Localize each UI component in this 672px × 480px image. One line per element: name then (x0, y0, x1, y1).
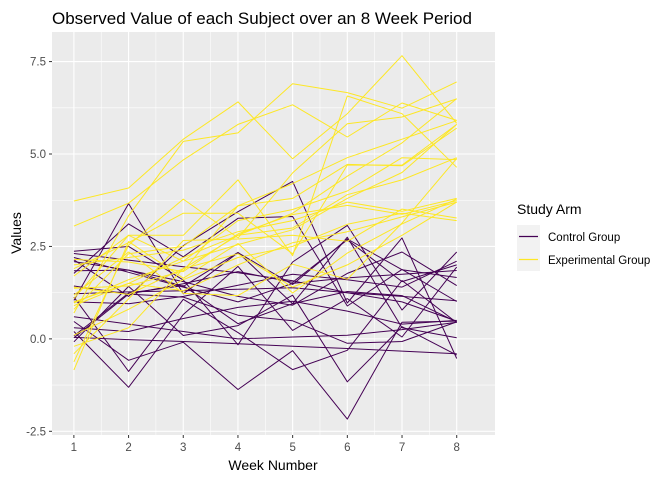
series-line-con_17 (73, 316, 457, 340)
series-line-exp_01 (73, 102, 457, 227)
y-tick-label: 2.5 (30, 241, 46, 253)
x-tick-label: 5 (289, 442, 295, 454)
series-line-con_13 (73, 251, 457, 306)
series-line-con_08 (73, 285, 457, 383)
legend-label: Control Group (548, 232, 620, 244)
legend-title: Study Arm (517, 201, 582, 217)
y-axis-ticks: -2.5 0.0 2.5 5.0 7.5 (26, 57, 52, 438)
series-line-con_12 (73, 336, 457, 355)
series-line-exp_10 (73, 95, 458, 299)
series-line-exp_02 (73, 198, 457, 371)
y-axis-title: Values (8, 212, 24, 254)
y-tick-label: 5.0 (30, 149, 46, 161)
x-tick-label: 4 (235, 442, 242, 454)
series-line-exp_18 (73, 201, 457, 347)
series-line-con_05 (73, 320, 457, 420)
series-line-exp_07 (73, 158, 458, 297)
x-tick-label: 6 (344, 442, 350, 454)
chart-title: Observed Value of each Subject over an 8… (52, 9, 472, 28)
series-line-exp_11 (73, 124, 458, 304)
y-tick-label: 7.5 (30, 57, 46, 69)
y-tick-label: -2.5 (26, 426, 46, 438)
series-line-con_18 (73, 239, 457, 295)
series-line-exp_06 (73, 55, 458, 202)
x-axis-title: Week Number (228, 457, 318, 473)
series-line-con_19 (73, 251, 457, 323)
series-lines (73, 55, 458, 420)
series-line-con_02 (73, 280, 458, 372)
x-tick-label: 7 (399, 442, 405, 454)
series-line-exp_16 (73, 212, 457, 336)
series-line-exp_19 (73, 123, 457, 270)
legend: Study Arm Control Group Experimental Grou… (517, 201, 650, 271)
x-tick-label: 3 (180, 442, 186, 454)
x-axis-ticks: 1 2 3 4 5 6 7 8 (71, 435, 460, 454)
series-line-con_10 (73, 180, 458, 359)
series-line-exp_14 (73, 197, 457, 266)
x-tick-label: 8 (454, 442, 460, 454)
series-line-exp_05 (73, 81, 457, 314)
series-line-exp_13 (73, 157, 457, 277)
x-tick-label: 1 (71, 442, 77, 454)
series-line-exp_12 (73, 98, 458, 303)
series-line-con_15 (73, 287, 457, 302)
legend-label: Experimental Group (548, 255, 650, 267)
y-tick-label: 0.0 (30, 334, 46, 346)
series-line-exp_17 (73, 157, 457, 295)
x-tick-label: 2 (125, 442, 131, 454)
series-line-con_20 (73, 300, 457, 332)
series-line-exp_20 (73, 120, 457, 310)
series-line-exp_15 (73, 201, 457, 307)
